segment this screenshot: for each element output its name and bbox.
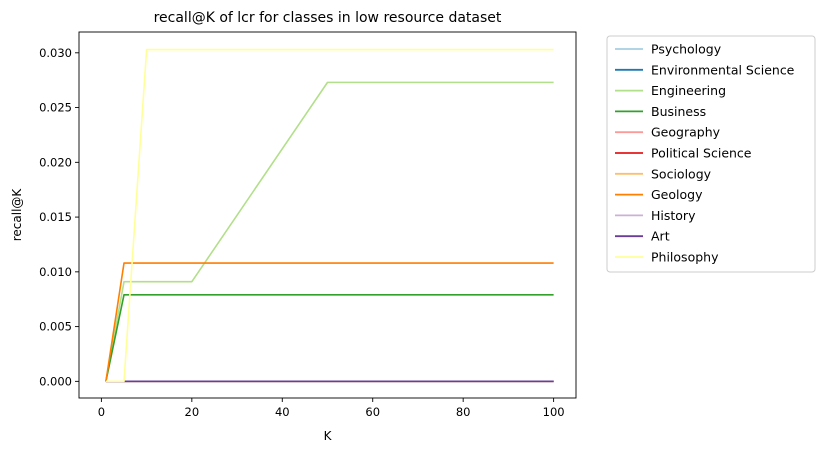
x-tick-label: 60 bbox=[365, 405, 380, 419]
y-tick-label: 0.010 bbox=[39, 265, 72, 279]
x-axis-label: K bbox=[324, 429, 333, 443]
y-tick-label: 0.015 bbox=[39, 210, 72, 224]
legend-label-1: Environmental Science bbox=[651, 62, 795, 77]
legend-label-2: Engineering bbox=[651, 83, 726, 98]
x-tick-label: 40 bbox=[275, 405, 290, 419]
legend-label-5: Political Science bbox=[651, 146, 752, 161]
y-tick-label: 0.025 bbox=[39, 101, 72, 115]
x-axis-ticks: 0 20 40 60 80 100 bbox=[98, 398, 565, 419]
y-tick-label: 0.000 bbox=[39, 374, 72, 388]
legend-items: Psychology Environmental Science Engineeri… bbox=[615, 42, 795, 265]
y-tick-label: 0.005 bbox=[39, 320, 72, 334]
x-tick-label: 100 bbox=[543, 405, 565, 419]
x-tick-label: 80 bbox=[456, 405, 471, 419]
series-line-3 bbox=[105, 294, 554, 382]
legend-label-8: History bbox=[651, 208, 696, 223]
y-axis-label: recall@K bbox=[10, 188, 24, 242]
legend-label-4: Geography bbox=[651, 125, 721, 140]
y-axis-ticks: 0.000 0.005 0.010 0.015 0.020 0.025 0.030 bbox=[39, 46, 79, 388]
series-line-2 bbox=[105, 81, 554, 382]
legend-label-9: Art bbox=[651, 229, 670, 244]
series-line-10 bbox=[105, 48, 554, 383]
series-lines bbox=[105, 48, 554, 383]
y-tick-label: 0.020 bbox=[39, 155, 72, 169]
legend: Psychology Environmental Science Engineeri… bbox=[606, 35, 816, 273]
plot-frame bbox=[78, 31, 577, 399]
legend-label-0: Psychology bbox=[651, 42, 722, 57]
plot-area: 0 20 40 60 80 100 0.0000.0050.0100.0150.0200.… bbox=[39, 31, 577, 419]
series-line-7 bbox=[105, 262, 554, 382]
y-tick-label: 0.030 bbox=[39, 46, 72, 60]
legend-label-6: Sociology bbox=[651, 166, 712, 181]
legend-label-3: Business bbox=[651, 104, 706, 119]
legend-frame bbox=[606, 35, 816, 273]
chart-title: recall@K of lcr for classes in low resou… bbox=[154, 10, 502, 26]
x-tick-label: 20 bbox=[185, 405, 200, 419]
x-tick-label: 0 bbox=[98, 405, 105, 419]
legend-label-10: Philosophy bbox=[651, 250, 719, 265]
legend-label-7: Geology bbox=[651, 187, 703, 202]
